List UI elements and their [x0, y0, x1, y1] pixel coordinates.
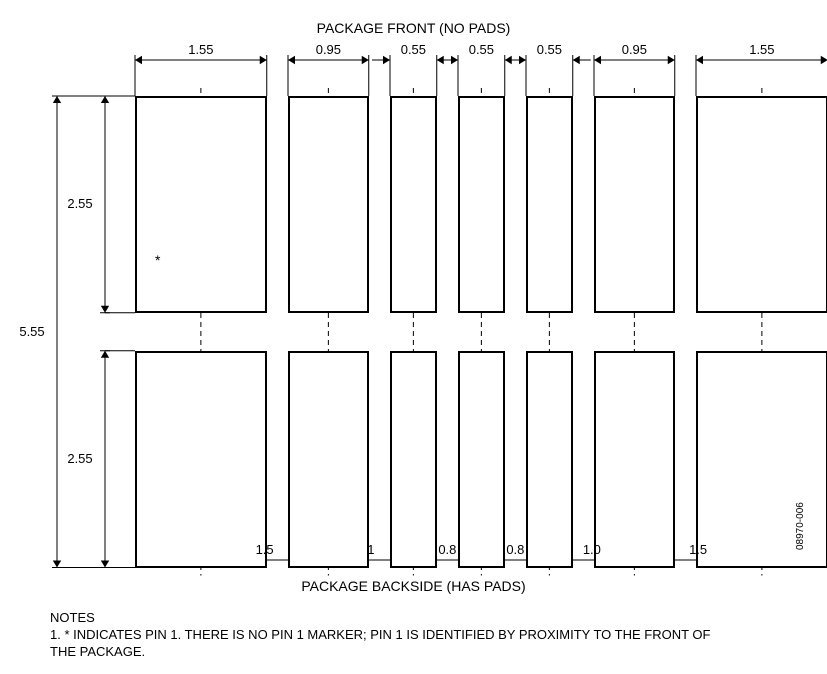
dimension-label: 0.55: [524, 42, 574, 57]
dimension-label: 1.0: [567, 542, 617, 557]
notes-heading: NOTES: [50, 610, 730, 627]
pad-rect: [594, 351, 675, 568]
title-bottom: PACKAGE BACKSIDE (HAS PADS): [0, 578, 827, 594]
pad-rect: [390, 351, 437, 568]
pad-rect: [696, 96, 827, 313]
pad-rect: [458, 351, 505, 568]
pad-rect: [288, 351, 369, 568]
dimension-label: 0.55: [456, 42, 506, 57]
pad-rect: [135, 96, 267, 313]
pad-rect: [526, 351, 573, 568]
pad-rect: [594, 96, 675, 313]
dimension-label: 0.8: [422, 542, 472, 557]
notes-line: 1. * INDICATES PIN 1. THERE IS NO PIN 1 …: [50, 627, 730, 661]
notes-block: NOTES 1. * INDICATES PIN 1. THERE IS NO …: [50, 610, 730, 661]
dimension-label: 0.95: [609, 42, 659, 57]
pad-rect: [526, 96, 573, 313]
dimension-label: 5.55: [12, 324, 52, 339]
dimension-label: 1: [346, 542, 396, 557]
dimension-label: 1.5: [673, 542, 723, 557]
pin1-marker: *: [155, 252, 160, 268]
dimension-label: 0.8: [490, 542, 540, 557]
dimension-label: 2.55: [60, 196, 100, 211]
dimension-label: 1.55: [176, 42, 226, 57]
dimension-label: 1.5: [240, 542, 290, 557]
pad-rect: [458, 96, 505, 313]
diagram-canvas: PACKAGE FRONT (NO PADS) NOTES 1. * INDIC…: [0, 0, 827, 674]
dimension-label: 1.55: [737, 42, 787, 57]
pad-rect: [390, 96, 437, 313]
dimension-label: 0.95: [303, 42, 353, 57]
dimension-label: 2.55: [60, 451, 100, 466]
pad-rect: [288, 96, 369, 313]
doc-code: 08970-006: [795, 502, 806, 550]
pad-rect: [696, 351, 827, 568]
pad-rect: [135, 351, 267, 568]
dimension-label: 0.55: [388, 42, 438, 57]
